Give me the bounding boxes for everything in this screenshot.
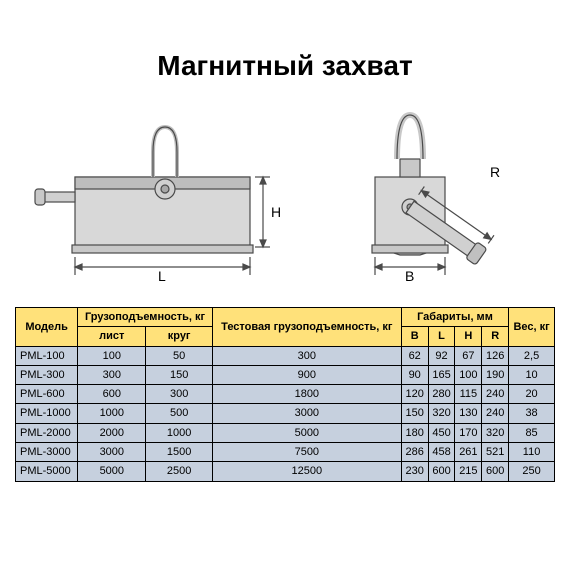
cell-round: 500 [146,404,213,423]
spec-table: Модель Грузоподъемность, кг Тестовая гру… [15,307,555,482]
cell-weight: 20 [509,385,555,404]
table-row: PML-10001000500300015032013024038 [16,404,555,423]
cell-model: PML-5000 [16,462,78,481]
table-row: PML-3003001509009016510019010 [16,365,555,384]
cell-B: 62 [401,346,428,365]
cell-L: 458 [428,443,455,462]
diagram-area: H L [15,97,555,287]
cell-B: 90 [401,365,428,384]
cell-test: 5000 [212,423,401,442]
cell-L: 450 [428,423,455,442]
cell-test: 900 [212,365,401,384]
cell-R: 240 [482,404,509,423]
cell-weight: 110 [509,443,555,462]
cell-B: 286 [401,443,428,462]
cell-H: 115 [455,385,482,404]
col-sheet: лист [78,327,146,346]
cell-L: 280 [428,385,455,404]
cell-H: 67 [455,346,482,365]
cell-sheet: 1000 [78,404,146,423]
col-test-capacity: Тестовая грузоподъемность, кг [212,308,401,347]
cell-model: PML-600 [16,385,78,404]
diagram-front-view: H L [25,97,305,287]
cell-L: 600 [428,462,455,481]
diagram-side-view: B R [345,97,545,287]
cell-round: 50 [146,346,213,365]
table-row: PML-600600300180012028011524020 [16,385,555,404]
cell-sheet: 600 [78,385,146,404]
cell-round: 1000 [146,423,213,442]
cell-R: 600 [482,462,509,481]
cell-round: 2500 [146,462,213,481]
cell-L: 92 [428,346,455,365]
cell-B: 230 [401,462,428,481]
col-H: H [455,327,482,346]
cell-H: 261 [455,443,482,462]
cell-weight: 250 [509,462,555,481]
cell-R: 521 [482,443,509,462]
dim-label-B: B [405,268,414,284]
cell-model: PML-300 [16,365,78,384]
dim-label-L: L [158,268,166,284]
cell-model: PML-2000 [16,423,78,442]
table-row: PML-100100503006292671262,5 [16,346,555,365]
dim-label-H: H [271,204,281,220]
table-row: PML-3000300015007500286458261521110 [16,443,555,462]
table-row: PML-50005000250012500230600215600250 [16,462,555,481]
cell-weight: 2,5 [509,346,555,365]
col-capacity-group: Грузоподъемность, кг [78,308,213,327]
cell-model: PML-3000 [16,443,78,462]
cell-sheet: 2000 [78,423,146,442]
cell-H: 100 [455,365,482,384]
col-model: Модель [16,308,78,347]
cell-R: 320 [482,423,509,442]
cell-sheet: 300 [78,365,146,384]
cell-L: 320 [428,404,455,423]
cell-test: 3000 [212,404,401,423]
cell-round: 300 [146,385,213,404]
col-L: L [428,327,455,346]
col-weight: Вес, кг [509,308,555,347]
col-dims-group: Габариты, мм [401,308,508,327]
cell-weight: 85 [509,423,555,442]
spec-table-body: PML-100100503006292671262,5PML-300300150… [16,346,555,481]
cell-test: 7500 [212,443,401,462]
cell-weight: 38 [509,404,555,423]
cell-round: 1500 [146,443,213,462]
page-title: Магнитный захват [157,50,412,82]
cell-model: PML-100 [16,346,78,365]
cell-round: 150 [146,365,213,384]
cell-B: 180 [401,423,428,442]
cell-sheet: 100 [78,346,146,365]
cell-H: 170 [455,423,482,442]
cell-model: PML-1000 [16,404,78,423]
cell-test: 1800 [212,385,401,404]
cell-L: 165 [428,365,455,384]
cell-weight: 10 [509,365,555,384]
dim-label-R: R [490,164,500,180]
cell-test: 12500 [212,462,401,481]
cell-R: 240 [482,385,509,404]
cell-H: 215 [455,462,482,481]
cell-H: 130 [455,404,482,423]
col-R: R [482,327,509,346]
cell-sheet: 5000 [78,462,146,481]
cell-test: 300 [212,346,401,365]
table-row: PML-200020001000500018045017032085 [16,423,555,442]
cell-R: 190 [482,365,509,384]
cell-R: 126 [482,346,509,365]
col-B: B [401,327,428,346]
cell-sheet: 3000 [78,443,146,462]
cell-B: 120 [401,385,428,404]
cell-B: 150 [401,404,428,423]
col-round: круг [146,327,213,346]
